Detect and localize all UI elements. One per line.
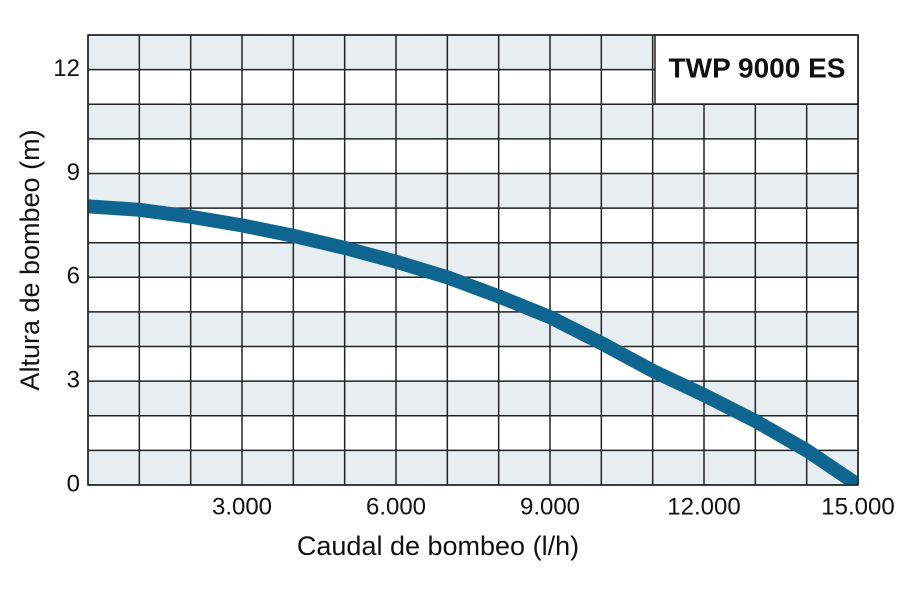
x-tick-label: 12.000 [667, 493, 740, 520]
grid-band [88, 242, 858, 278]
x-tick-label: 9.000 [520, 493, 580, 520]
x-tick-label: 3.000 [212, 493, 272, 520]
grid-band [88, 173, 858, 209]
y-axis-label: Altura de bombeo (m) [15, 129, 45, 390]
grid-band [88, 450, 858, 485]
y-tick-label: 9 [67, 159, 80, 186]
curve [88, 199, 858, 485]
grid-band [88, 311, 858, 347]
y-tick-label: 3 [67, 366, 80, 393]
plot-border [87, 34, 859, 486]
chart-title: TWP 9000 ES [669, 52, 846, 83]
y-tick-label: 12 [53, 55, 80, 82]
x-tick-label: 6.000 [366, 493, 426, 520]
y-tick-label: 6 [67, 263, 80, 290]
grid-band [88, 104, 858, 139]
y-tick-label: 0 [67, 470, 80, 497]
x-tick-label: 15.000 [821, 493, 894, 520]
x-axis-label: Caudal de bombeo (l/h) [297, 531, 579, 561]
